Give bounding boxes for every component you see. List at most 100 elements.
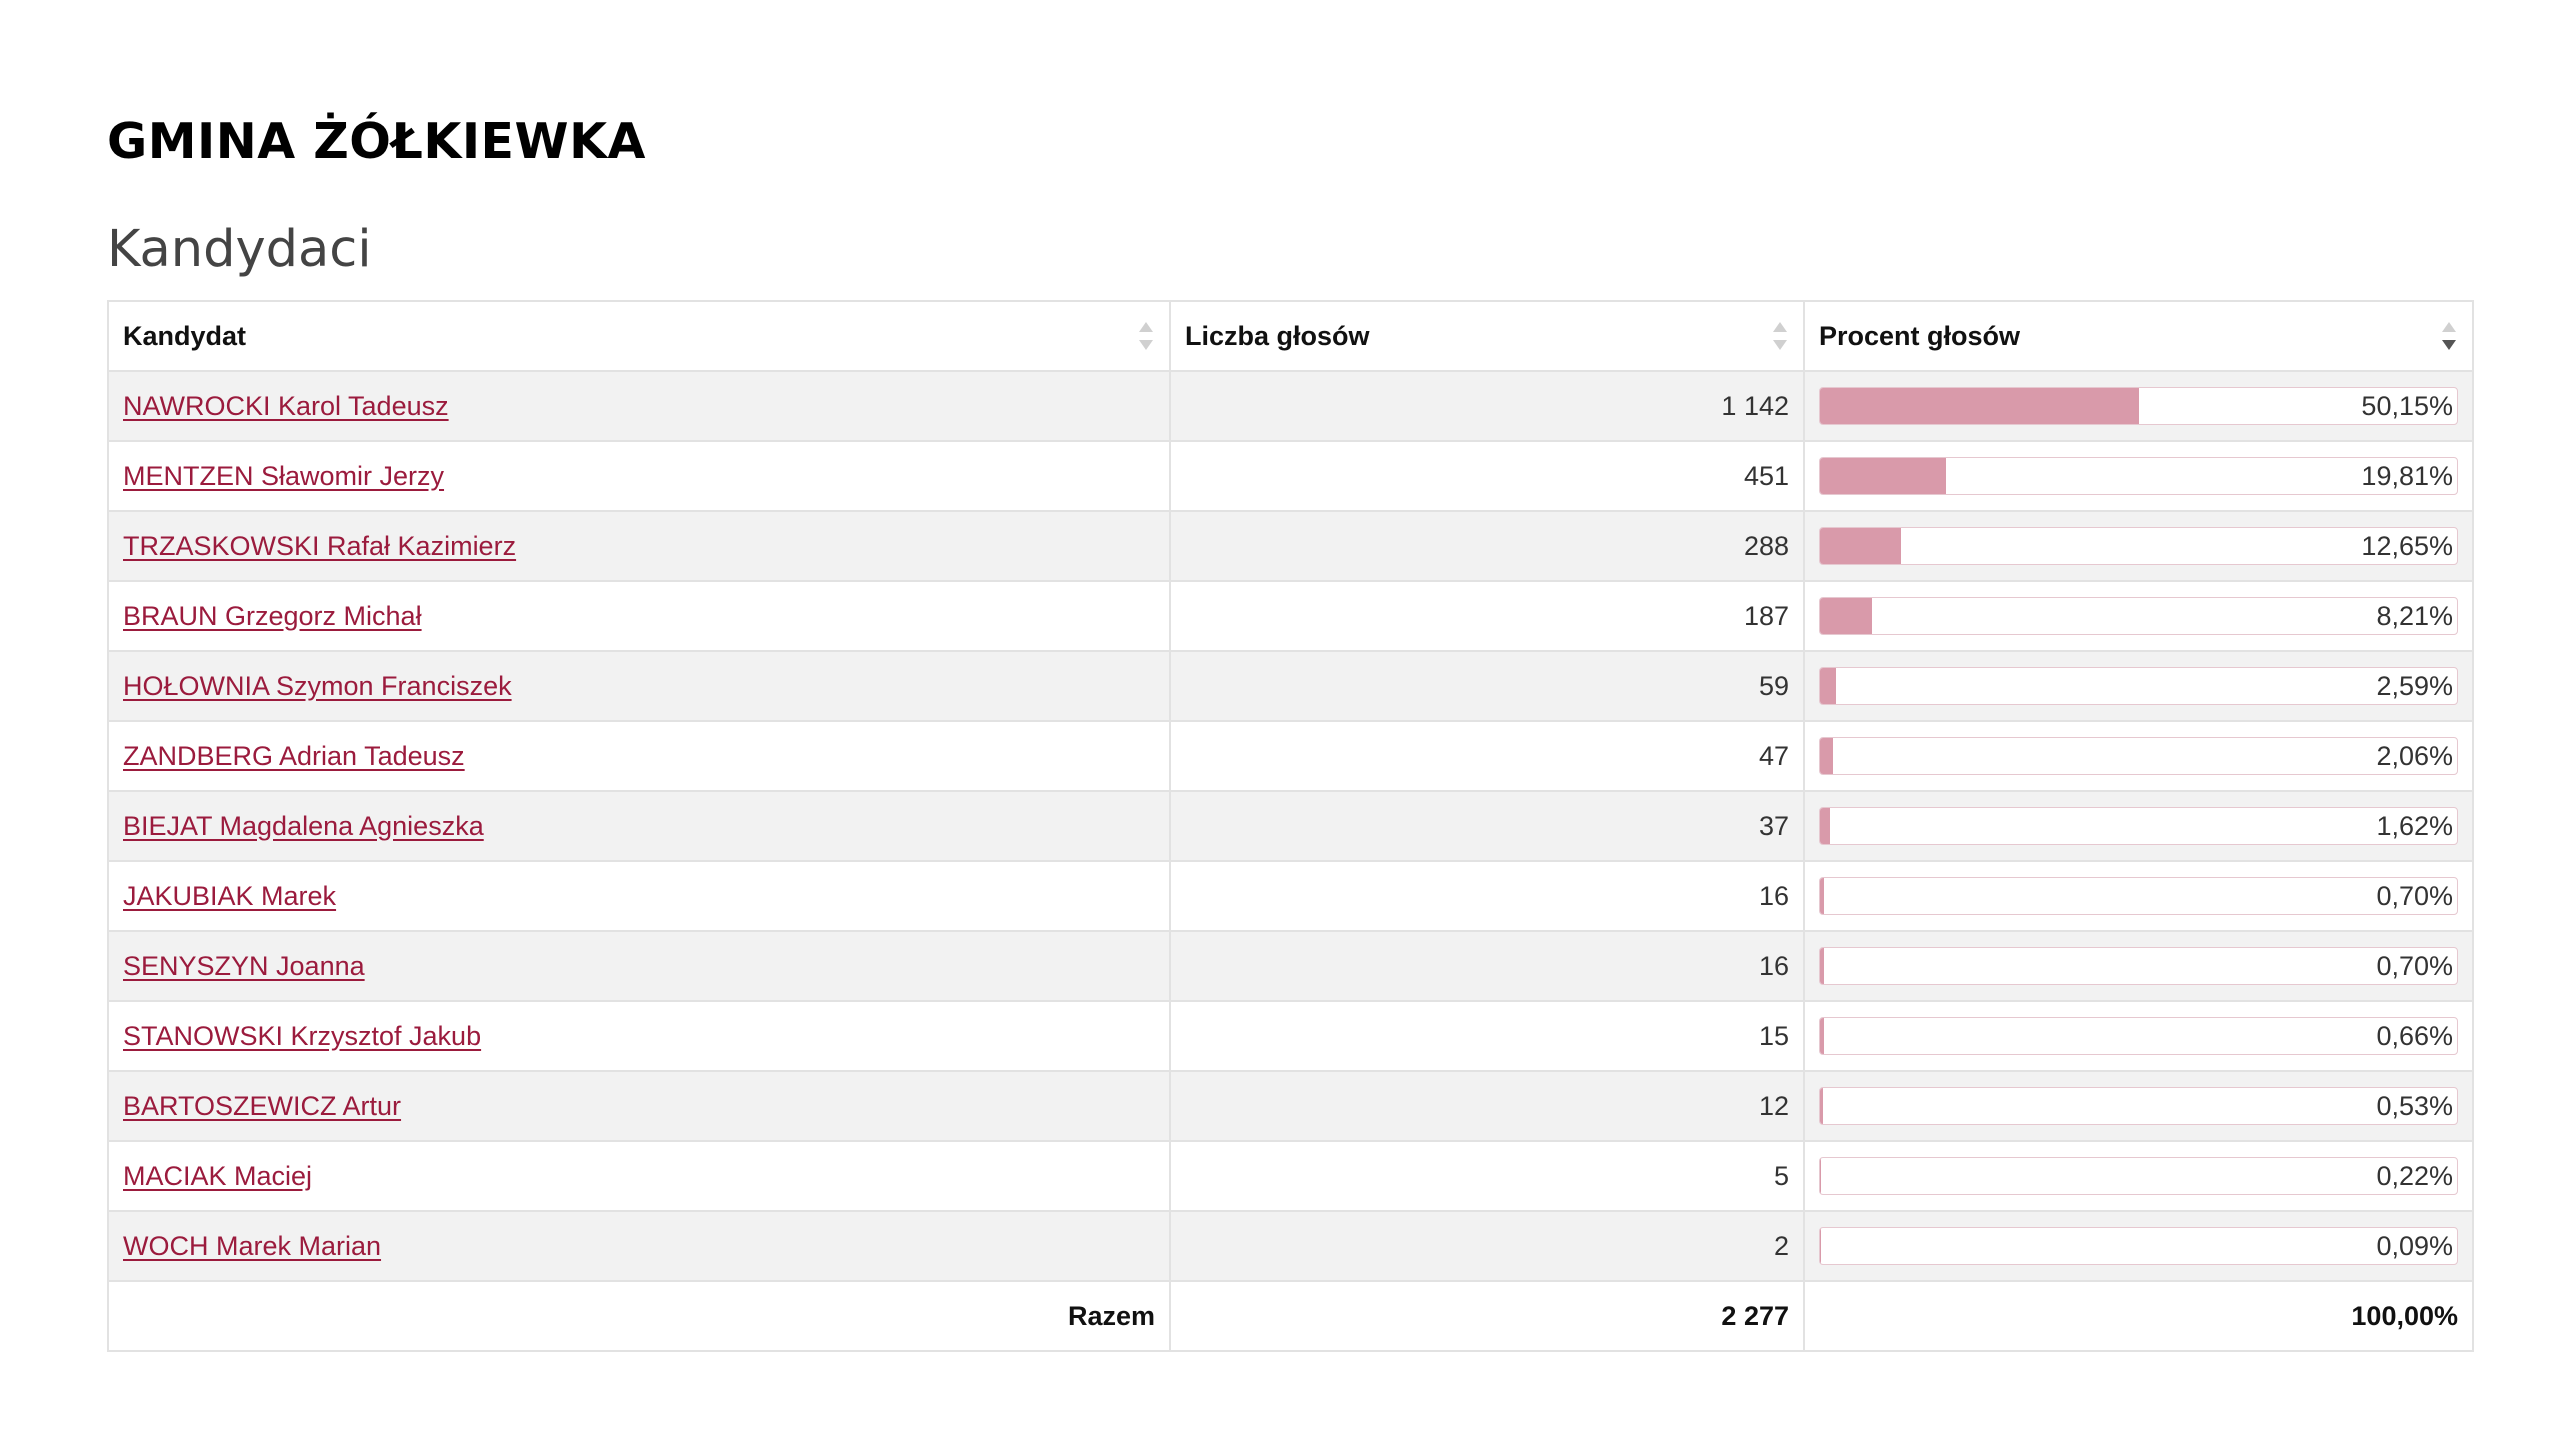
percent-cell: 0,70%: [1803, 930, 2474, 1002]
percent-cell: 0,66%: [1803, 1000, 2474, 1072]
percent-value: 0,70%: [2376, 881, 2453, 911]
table-row: STANOWSKI Krzysztof Jakub 15 0,66%: [107, 1000, 2474, 1072]
table-row: ZANDBERG Adrian Tadeusz 47 2,06%: [107, 720, 2474, 792]
candidate-cell: SENYSZYN Joanna: [107, 930, 1171, 1002]
percent-cell: 1,62%: [1803, 790, 2474, 862]
percent-bar-fill: [1820, 458, 1947, 494]
candidate-link[interactable]: STANOWSKI Krzysztof Jakub: [123, 1020, 482, 1051]
votes-cell: 12: [1169, 1070, 1805, 1142]
table-row: MENTZEN Sławomir Jerzy 451 19,81%: [107, 440, 2474, 512]
percent-value: 2,59%: [2376, 671, 2453, 701]
percent-cell: 50,15%: [1803, 370, 2474, 442]
column-header-procent-glosow[interactable]: Procent głosów: [1803, 300, 2474, 372]
column-header-label: Kandydat: [123, 320, 247, 351]
total-percent: 100,00%: [1803, 1280, 2474, 1352]
percent-bar: 50,15%: [1819, 387, 2458, 425]
percent-bar: 8,21%: [1819, 597, 2458, 635]
total-votes: 2 277: [1169, 1280, 1805, 1352]
candidate-cell: TRZASKOWSKI Rafał Kazimierz: [107, 510, 1171, 582]
percent-value: 0,53%: [2376, 1091, 2453, 1121]
percent-bar-fill: [1820, 1158, 1822, 1194]
table-footer-row: Razem 2 277 100,00%: [107, 1280, 2474, 1352]
candidates-table: Kandydat Liczba głosów Procent głosów NA…: [107, 300, 2474, 1352]
candidate-link[interactable]: MACIAK Maciej: [123, 1160, 313, 1191]
table-header-row: Kandydat Liczba głosów Procent głosów: [107, 300, 2474, 372]
candidate-link[interactable]: BARTOSZEWICZ Artur: [123, 1090, 402, 1121]
percent-bar-fill: [1820, 1228, 1821, 1264]
table-row: BIEJAT Magdalena Agnieszka 37 1,62%: [107, 790, 2474, 862]
candidate-link[interactable]: WOCH Marek Marian: [123, 1230, 382, 1261]
percent-bar-fill: [1820, 878, 1825, 914]
column-header-liczba-glosow[interactable]: Liczba głosów: [1169, 300, 1805, 372]
candidate-cell: NAWROCKI Karol Tadeusz: [107, 370, 1171, 442]
sort-descending-icon[interactable]: [2442, 321, 2456, 351]
gmina-title: GMINA ŻÓŁKIEWKA: [107, 113, 646, 170]
percent-bar: 1,62%: [1819, 807, 2458, 845]
percent-bar: 0,70%: [1819, 947, 2458, 985]
percent-value: 19,81%: [2361, 461, 2453, 491]
candidate-cell: WOCH Marek Marian: [107, 1210, 1171, 1282]
percent-value: 1,62%: [2376, 811, 2453, 841]
total-label: Razem: [107, 1280, 1171, 1352]
sort-arrows-icon[interactable]: [1139, 321, 1153, 351]
votes-cell: 16: [1169, 930, 1805, 1002]
percent-value: 0,70%: [2376, 951, 2453, 981]
sort-arrows-icon[interactable]: [1773, 321, 1787, 351]
votes-cell: 2: [1169, 1210, 1805, 1282]
table-row: TRZASKOWSKI Rafał Kazimierz 288 12,65%: [107, 510, 2474, 582]
percent-bar: 12,65%: [1819, 527, 2458, 565]
candidate-link[interactable]: HOŁOWNIA Szymon Franciszek: [123, 670, 512, 701]
section-title: Kandydaci: [107, 220, 372, 279]
percent-bar-fill: [1820, 598, 1873, 634]
percent-bar: 2,06%: [1819, 737, 2458, 775]
votes-cell: 59: [1169, 650, 1805, 722]
table-row: BRAUN Grzegorz Michał 187 8,21%: [107, 580, 2474, 652]
percent-bar: 0,22%: [1819, 1157, 2458, 1195]
candidate-cell: BIEJAT Magdalena Agnieszka: [107, 790, 1171, 862]
candidate-link[interactable]: MENTZEN Sławomir Jerzy: [123, 460, 445, 491]
votes-cell: 47: [1169, 720, 1805, 792]
percent-cell: 2,06%: [1803, 720, 2474, 792]
votes-cell: 288: [1169, 510, 1805, 582]
percent-cell: 0,22%: [1803, 1140, 2474, 1212]
percent-value: 2,06%: [2376, 741, 2453, 771]
candidate-link[interactable]: ZANDBERG Adrian Tadeusz: [123, 740, 465, 771]
table-row: MACIAK Maciej 5 0,22%: [107, 1140, 2474, 1212]
percent-cell: 2,59%: [1803, 650, 2474, 722]
candidate-link[interactable]: JAKUBIAK Marek: [123, 880, 337, 911]
candidate-link[interactable]: SENYSZYN Joanna: [123, 950, 365, 981]
percent-cell: 0,53%: [1803, 1070, 2474, 1142]
column-header-kandydat[interactable]: Kandydat: [107, 300, 1171, 372]
percent-bar-fill: [1820, 528, 1901, 564]
percent-bar-fill: [1820, 738, 1834, 774]
table-row: WOCH Marek Marian 2 0,09%: [107, 1210, 2474, 1282]
percent-cell: 0,70%: [1803, 860, 2474, 932]
percent-bar: 2,59%: [1819, 667, 2458, 705]
page-container: GMINA ŻÓŁKIEWKA Kandydaci Kandydat Liczb…: [107, 100, 2474, 1352]
column-header-label: Procent głosów: [1819, 320, 2021, 351]
table-row: HOŁOWNIA Szymon Franciszek 59 2,59%: [107, 650, 2474, 722]
candidate-cell: ZANDBERG Adrian Tadeusz: [107, 720, 1171, 792]
votes-cell: 5: [1169, 1140, 1805, 1212]
candidate-link[interactable]: BRAUN Grzegorz Michał: [123, 600, 422, 631]
table-row: BARTOSZEWICZ Artur 12 0,53%: [107, 1070, 2474, 1142]
percent-bar: 0,70%: [1819, 877, 2458, 915]
percent-bar: 19,81%: [1819, 457, 2458, 495]
percent-bar-fill: [1820, 668, 1837, 704]
percent-cell: 0,09%: [1803, 1210, 2474, 1282]
percent-bar-fill: [1820, 1088, 1824, 1124]
candidate-link[interactable]: TRZASKOWSKI Rafał Kazimierz: [123, 530, 517, 561]
votes-cell: 37: [1169, 790, 1805, 862]
percent-value: 0,09%: [2376, 1231, 2453, 1261]
candidate-link[interactable]: BIEJAT Magdalena Agnieszka: [123, 810, 484, 841]
column-header-label: Liczba głosów: [1185, 320, 1370, 351]
table-row: JAKUBIAK Marek 16 0,70%: [107, 860, 2474, 932]
candidate-cell: BARTOSZEWICZ Artur: [107, 1070, 1171, 1142]
table-row: SENYSZYN Joanna 16 0,70%: [107, 930, 2474, 1002]
percent-value: 0,22%: [2376, 1161, 2453, 1191]
percent-bar-fill: [1820, 1018, 1825, 1054]
percent-cell: 19,81%: [1803, 440, 2474, 512]
votes-cell: 187: [1169, 580, 1805, 652]
candidate-link[interactable]: NAWROCKI Karol Tadeusz: [123, 390, 449, 421]
votes-cell: 16: [1169, 860, 1805, 932]
